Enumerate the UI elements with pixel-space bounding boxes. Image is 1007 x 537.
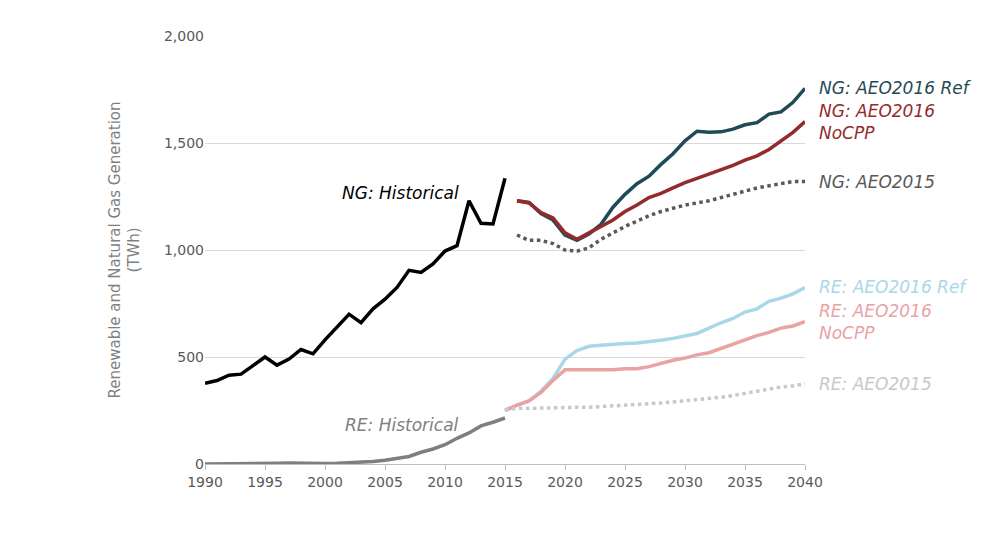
svg-text:2030: 2030 [667,474,703,490]
svg-text:2010: 2010 [427,474,463,490]
svg-text:2040: 2040 [787,474,823,490]
svg-text:1,000: 1,000 [164,242,204,258]
svg-text:1995: 1995 [247,474,283,490]
svg-text:NG: AEO2015: NG: AEO2015 [819,172,935,192]
svg-text:0: 0 [195,456,204,472]
svg-text:RE: AEO2016NoCPP: RE: AEO2016NoCPP [819,301,932,343]
svg-text:1,500: 1,500 [164,135,204,151]
svg-text:NG: Historical: NG: Historical [342,183,459,203]
svg-text:2035: 2035 [727,474,763,490]
svg-text:2,000: 2,000 [164,28,204,44]
svg-text:500: 500 [177,349,204,365]
svg-text:NG: AEO2016 Ref: NG: AEO2016 Ref [819,78,972,98]
svg-text:2005: 2005 [367,474,403,490]
svg-text:RE: AEO2016 Ref: RE: AEO2016 Ref [819,277,968,297]
svg-text:1990: 1990 [187,474,223,490]
svg-text:RE: Historical: RE: Historical [345,415,459,435]
svg-text:2015: 2015 [487,474,523,490]
svg-text:Renewable and Natural Gas Gene: Renewable and Natural Gas Generation(TWh… [106,101,144,398]
svg-text:RE: AEO2015: RE: AEO2015 [819,374,932,394]
svg-text:2000: 2000 [307,474,343,490]
svg-text:NG: AEO2016NoCPP: NG: AEO2016NoCPP [819,101,935,143]
svg-text:2025: 2025 [607,474,643,490]
svg-text:2020: 2020 [547,474,583,490]
